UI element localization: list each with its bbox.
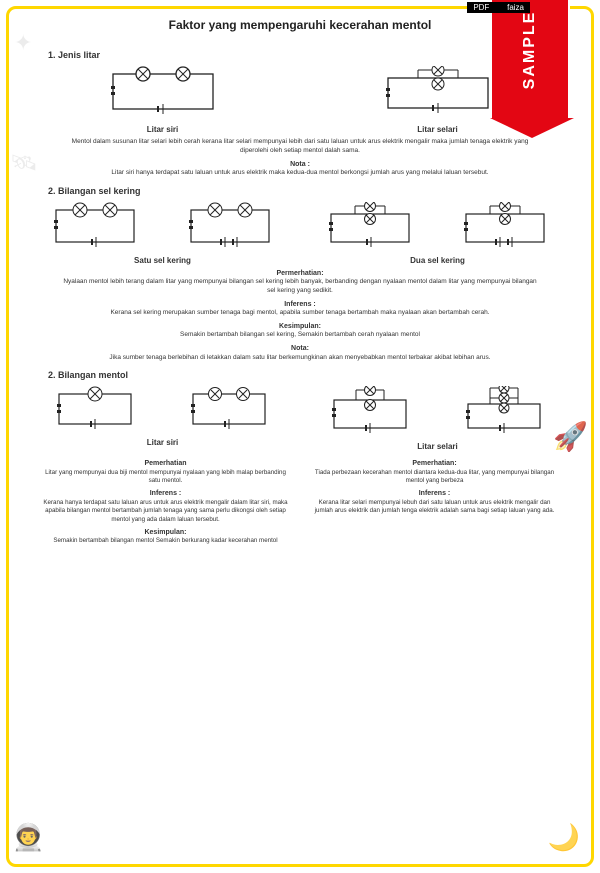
s2-kesimpulan: Kesimpulan:Semakin bertambah bilangan se… (60, 322, 540, 340)
s3-right-column: Pemerhatian: Tiada perbezaan kecerahan m… (309, 455, 560, 545)
diagram-series: Litar siri (30, 66, 295, 134)
s1-paragraph: Mentol dalam susunan litar selari lebih … (60, 138, 540, 156)
section3-text-columns: Pemerhatian Litar yang mempunyai dua bij… (40, 455, 560, 545)
note-label: Nota : (60, 160, 540, 169)
circuit-2cell-parallel-icon (460, 202, 550, 252)
sample-ribbon-text: SAMPLE (521, 11, 539, 90)
sample-ribbon: SAMPLE (490, 0, 570, 120)
page-content: Faktor yang mempengaruhi kecerahan mento… (30, 18, 570, 855)
section2-heading: 2. Bilangan sel kering (48, 186, 570, 196)
caption-2cell: Dua sel kering (305, 256, 570, 265)
caption-1cell: Satu sel kering (30, 256, 295, 265)
circuit-1cell-series-icon (50, 202, 140, 252)
circuit-parallel-icon (378, 66, 498, 121)
caption-s3-parallel: Litar selari (305, 442, 570, 451)
diagram-bulbcount-series: Litar siri (30, 386, 295, 451)
section3-heading: 2. Bilangan mentol (48, 370, 570, 380)
s1-note: Nota : Litar siri hanya terdapat satu la… (60, 160, 540, 178)
s2-inferens: Inferens :Kerana sel kering merupakan su… (60, 300, 540, 318)
s2-pemerhatian: Permerhatian:Nyalaan mentol lebih terang… (60, 269, 540, 296)
section3-diagrams: Litar siri (30, 386, 570, 451)
circuit-series-icon (103, 66, 223, 121)
pdf-header-tag: PDF faiza (467, 2, 530, 13)
circuit-1cell-parallel-icon (325, 202, 415, 252)
s2-nota: Nota:Jika sumber tenaga berlebihan di le… (60, 344, 540, 362)
pdf-label: PDF (473, 3, 489, 12)
page-title: Faktor yang mempengaruhi kecerahan mento… (30, 18, 570, 32)
circuit-3bulb-parallel-icon (462, 386, 547, 438)
diagram-2cell-group: Dua sel kering (305, 202, 570, 265)
note-text: Litar siri hanya terdapat satu laluan un… (111, 169, 488, 176)
caption-series: Litar siri (30, 125, 295, 134)
circuit-2bulb-parallel-icon (328, 386, 413, 438)
section1-diagrams: Litar siri Litar selari (30, 66, 570, 134)
circuit-2cell-series-icon (185, 202, 275, 252)
s3-left-column: Pemerhatian Litar yang mempunyai dua bij… (40, 455, 291, 545)
author-tag: faiza (507, 3, 524, 12)
circuit-2bulb-series-icon (187, 386, 272, 434)
diagram-bulbcount-parallel: Litar selari (305, 386, 570, 451)
section2-diagrams: Satu sel kering (30, 202, 570, 265)
circuit-1bulb-series-icon (53, 386, 138, 434)
caption-s3-series: Litar siri (30, 438, 295, 447)
diagram-1cell-group: Satu sel kering (30, 202, 295, 265)
